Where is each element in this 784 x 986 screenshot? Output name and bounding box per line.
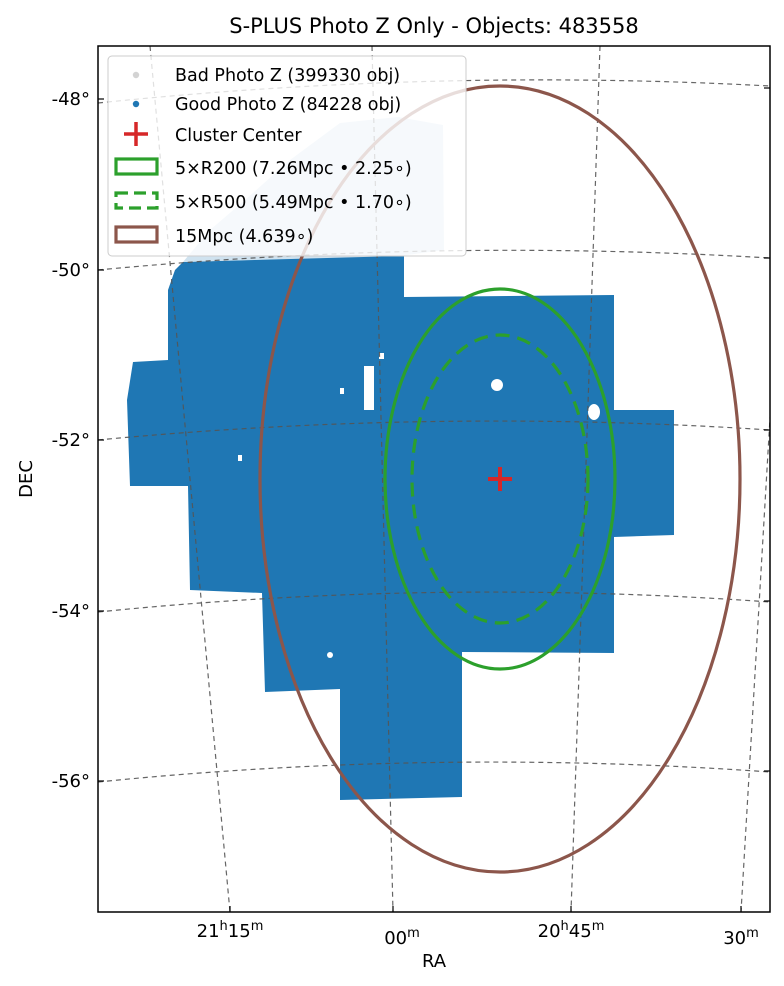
legend-marker-bad (132, 71, 140, 79)
legend-label-good: Good Photo Z (84228 obj) (175, 95, 401, 115)
dec-tick-label: -52° (52, 430, 90, 451)
grid-dec-54 (98, 591, 770, 613)
hole-6 (340, 388, 344, 394)
ra-tick-labels: 21h15m 00m 20h45m 30m (197, 919, 759, 949)
ra-tick-label: 30m (723, 926, 759, 949)
legend-marker-center (124, 122, 148, 146)
hole-3 (491, 379, 503, 391)
footprint-upper-block (127, 255, 674, 800)
grid-ra-2030 (740, 408, 770, 912)
dec-tick-label: -56° (52, 771, 90, 792)
grid-dec-56 (98, 761, 770, 783)
ra-tick-label: 00m (384, 926, 420, 949)
legend-marker-r500 (114, 191, 159, 210)
dec-tick-label: -48° (52, 89, 90, 110)
cluster-center-marker (488, 467, 512, 491)
dec-ticks (98, 87, 770, 912)
good-photo-z-footprint (127, 255, 674, 800)
circle-15mpc (258, 84, 742, 874)
legend: Bad Photo Z (399330 obj) Good Photo Z (8… (107, 55, 467, 257)
hole-7 (238, 455, 242, 461)
grid-ra-2045 (570, 46, 601, 912)
legend-label-center: Cluster Center (175, 126, 302, 146)
legend-marker-good (132, 100, 140, 108)
grid-dec-52 (98, 420, 770, 441)
legend-label-bad: Bad Photo Z (399330 obj) (175, 66, 400, 86)
legend-marker-r200 (114, 157, 159, 176)
legend-label-15mpc: 15Mpc (4.639∘) (175, 227, 313, 247)
legend-box (107, 55, 467, 257)
legend-label-r500: 5×R500 (5.49Mpc • 1.70∘) (175, 193, 412, 213)
hole-1 (364, 366, 374, 410)
ra-tick-label: 21h15m (197, 919, 264, 942)
dec-tick-label: -50° (52, 260, 90, 281)
dec-tick-labels: -48° -50° -52° -54° -56° (52, 89, 90, 792)
legend-marker-15mpc (114, 225, 159, 244)
hole-2 (379, 353, 384, 359)
circle-5r500 (410, 333, 590, 625)
ra-tick-label: 20h45m (538, 919, 605, 942)
plot-frame (97, 45, 771, 913)
chart-title: S-PLUS Photo Z Only - Objects: 483558 (229, 14, 639, 38)
footprint-holes (238, 353, 600, 658)
x-axis-label: RA (422, 951, 447, 972)
dec-tick-label: -54° (52, 601, 90, 622)
y-axis-label: DEC (16, 460, 37, 498)
circle-5r200 (383, 287, 617, 671)
legend-label-r200: 5×R200 (7.26Mpc • 2.25∘) (175, 159, 412, 179)
hole-5 (327, 652, 333, 658)
hole-4 (588, 404, 600, 420)
